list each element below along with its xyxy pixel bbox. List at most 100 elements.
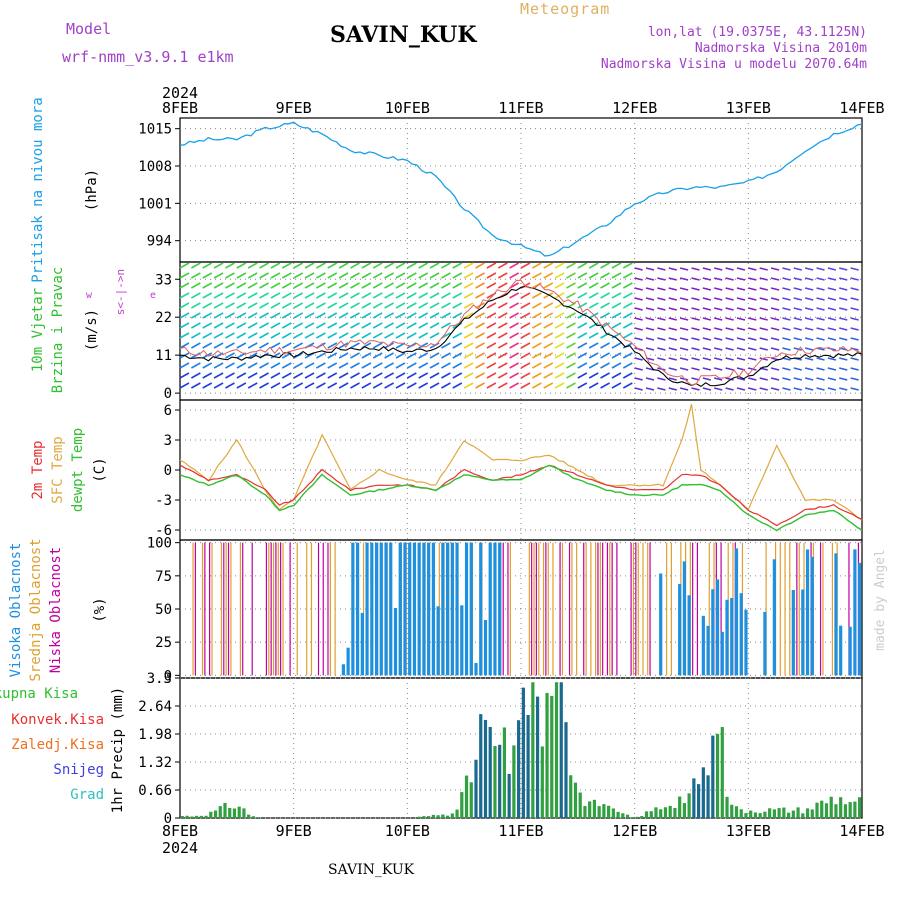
- wind-barb: [679, 317, 689, 321]
- wind-barb: [736, 317, 746, 321]
- precip-bar: [450, 813, 454, 818]
- wind-barb: [531, 272, 542, 279]
- wind-barb: [816, 297, 825, 301]
- wind-barb: [225, 322, 235, 329]
- wind-barb: [657, 287, 666, 291]
- high-cloud-bar: [356, 542, 360, 676]
- precip-ytick-label: 2.64: [138, 699, 172, 715]
- high-cloud-bar: [720, 631, 724, 676]
- wind-barb: [634, 317, 643, 321]
- wind-barb: [463, 362, 474, 369]
- wind-barb: [463, 372, 474, 379]
- wind-barb: [270, 292, 281, 299]
- wind-barb: [702, 367, 712, 371]
- wind-barb: [463, 322, 474, 329]
- wind-barb: [384, 302, 394, 309]
- wind-barb: [338, 362, 349, 369]
- wind-barb: [793, 307, 802, 311]
- wind-barb: [247, 272, 258, 279]
- wind-barb: [657, 337, 666, 341]
- wind-barb: [714, 337, 723, 341]
- wind-barb: [338, 292, 349, 299]
- wind-barb: [714, 367, 723, 371]
- wind-barb: [850, 267, 859, 271]
- wind-barb: [611, 382, 622, 389]
- wind-barb: [486, 302, 497, 309]
- wind-barb: [259, 382, 269, 389]
- wind-barb: [384, 382, 394, 389]
- wind-barb: [839, 357, 848, 361]
- wind-barb: [577, 322, 588, 329]
- wind-barb: [384, 372, 394, 379]
- wind-barb: [509, 382, 520, 389]
- precip-bar: [715, 733, 720, 818]
- wind-barb: [645, 297, 655, 301]
- wind-barb: [520, 302, 531, 309]
- wind-barb: [350, 362, 360, 369]
- high-cloud-bar: [384, 542, 388, 676]
- wind-barb: [293, 342, 304, 349]
- high-cloud-bar: [493, 542, 497, 676]
- wind-barb: [350, 302, 360, 309]
- wind-barb: [247, 302, 258, 309]
- wind-barb: [600, 302, 610, 309]
- wind-barb: [429, 272, 440, 279]
- wind-barb: [384, 282, 394, 289]
- wind-barb: [554, 332, 565, 339]
- cloud-ytick-label: 100: [147, 536, 172, 552]
- wind-barb: [452, 312, 463, 319]
- wind-barb: [281, 362, 292, 369]
- wind-barb: [554, 272, 565, 279]
- wind-barb: [577, 332, 588, 339]
- altitude-label: Nadmorska Visina 2010m: [694, 41, 867, 56]
- wind-barb: [748, 327, 757, 331]
- wind-barb: [816, 317, 825, 321]
- bottom-tick-label: 12FEB: [612, 822, 657, 840]
- wind-barb: [190, 362, 201, 369]
- wind-barb: [816, 287, 825, 291]
- wind-barb: [225, 312, 235, 319]
- wind-barb: [509, 272, 520, 279]
- wind-barb: [588, 342, 599, 349]
- wind-barb: [645, 317, 655, 321]
- precip-bar: [644, 811, 649, 818]
- wind-barb: [293, 292, 304, 299]
- high-cloud-bar: [706, 625, 710, 676]
- wind-barb: [770, 387, 780, 391]
- wind-barb: [395, 312, 406, 319]
- precip-ytick-label: 0: [164, 811, 172, 827]
- wind-barb: [338, 342, 349, 349]
- wind-barb: [554, 302, 565, 309]
- wind-barb: [441, 382, 451, 389]
- wind-barb: [839, 317, 848, 321]
- wind-barb: [418, 262, 429, 269]
- wind-barb: [463, 312, 474, 319]
- wind-barb: [691, 327, 700, 331]
- precip-bar: [858, 797, 862, 818]
- wind-barb: [839, 387, 848, 391]
- wind-barb: [327, 342, 338, 349]
- wind-barb: [418, 352, 429, 359]
- wind-barb: [202, 382, 213, 389]
- wind-barb: [804, 277, 814, 281]
- bottom-tick-label: 9FEB: [276, 822, 312, 840]
- wind-barb: [748, 267, 757, 271]
- wind-barb: [816, 387, 825, 391]
- wind-barb: [190, 302, 201, 309]
- precip-bar: [204, 815, 208, 818]
- wind-barb: [531, 312, 542, 319]
- station-title: SAVIN_KUK: [330, 22, 477, 48]
- wind-barb: [702, 267, 712, 271]
- high-cloud-bar: [379, 542, 383, 676]
- precip-bar: [772, 809, 776, 818]
- wind-barb: [657, 357, 666, 361]
- wind-barb: [759, 267, 768, 271]
- wind-barb: [350, 282, 360, 289]
- cloud-ytick-label: 75: [155, 569, 172, 585]
- wind-barb: [679, 297, 689, 301]
- wind-barb: [691, 387, 700, 391]
- high-cloud-bar: [659, 573, 663, 676]
- wind-barb: [588, 332, 599, 339]
- precip-bar: [777, 808, 781, 818]
- wind-barb: [520, 372, 531, 379]
